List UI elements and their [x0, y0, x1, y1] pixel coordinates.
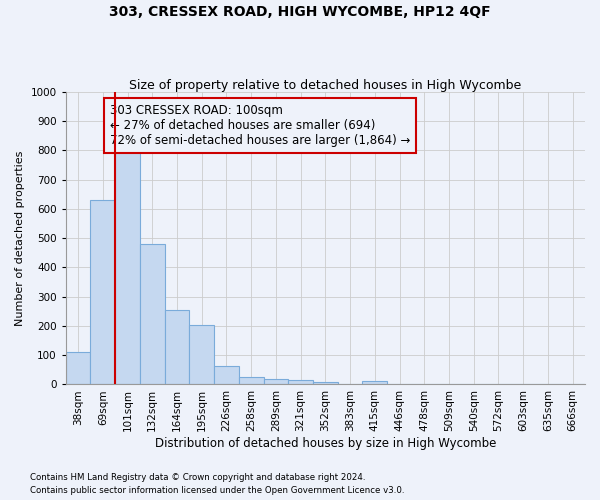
Bar: [214, 366, 239, 384]
Bar: [115, 149, 140, 384]
Bar: [66, 352, 91, 384]
Bar: [91, 200, 115, 384]
Title: Size of property relative to detached houses in High Wycombe: Size of property relative to detached ho…: [129, 79, 521, 92]
Bar: [362, 381, 387, 384]
Text: 303, CRESSEX ROAD, HIGH WYCOMBE, HP12 4QF: 303, CRESSEX ROAD, HIGH WYCOMBE, HP12 4Q…: [109, 5, 491, 19]
Bar: [288, 380, 313, 384]
Bar: [239, 376, 263, 384]
Text: Contains HM Land Registry data © Crown copyright and database right 2024.
Contai: Contains HM Land Registry data © Crown c…: [30, 474, 404, 495]
Bar: [164, 310, 190, 384]
X-axis label: Distribution of detached houses by size in High Wycombe: Distribution of detached houses by size …: [155, 437, 496, 450]
Text: 303 CRESSEX ROAD: 100sqm
← 27% of detached houses are smaller (694)
72% of semi-: 303 CRESSEX ROAD: 100sqm ← 27% of detach…: [110, 104, 410, 146]
Y-axis label: Number of detached properties: Number of detached properties: [15, 150, 25, 326]
Bar: [263, 378, 288, 384]
Bar: [190, 326, 214, 384]
Bar: [140, 244, 164, 384]
Bar: [313, 382, 338, 384]
